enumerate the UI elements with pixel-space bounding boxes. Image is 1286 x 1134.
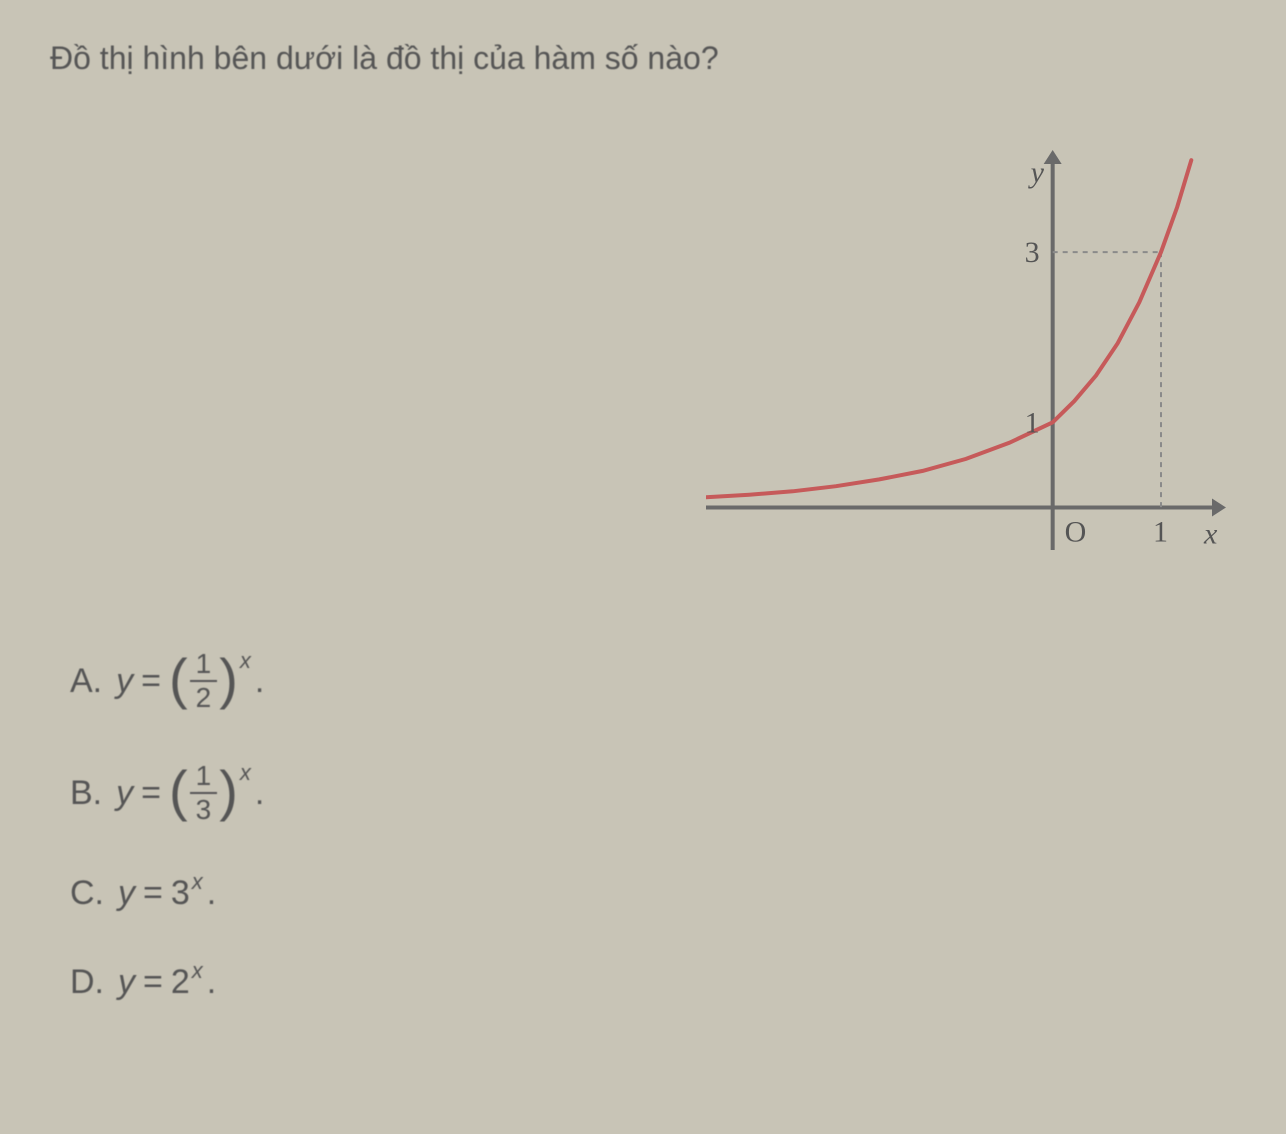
- option-b-trail: .: [255, 774, 264, 813]
- option-a-eq: =: [141, 662, 161, 701]
- page-root: Đồ thị hình bên dưới là đồ thị của hàm s…: [0, 0, 1286, 1134]
- option-b-fraction: 1 3: [190, 762, 218, 824]
- option-b-var: y: [116, 774, 133, 813]
- option-b-letter: B.: [70, 774, 102, 813]
- option-b-body: y = ( 1 3 ) x .: [116, 762, 264, 824]
- svg-text:1: 1: [1153, 515, 1168, 548]
- option-d-trail: .: [207, 963, 216, 1002]
- option-a-fraction: 1 2: [190, 650, 218, 712]
- option-a-body: y = ( 1 2 ) x .: [116, 650, 264, 712]
- paren-right-icon: ): [219, 769, 238, 814]
- paren-left-icon: (: [169, 657, 188, 702]
- option-c-letter: C.: [70, 874, 104, 913]
- paren-left-icon: (: [169, 769, 188, 814]
- option-d-exp: x: [192, 958, 203, 984]
- svg-text:x: x: [1203, 517, 1218, 550]
- option-a-letter: A.: [70, 662, 102, 701]
- option-a-exp: x: [240, 648, 251, 674]
- option-d-base: 2: [171, 963, 190, 1002]
- svg-text:1: 1: [1025, 406, 1040, 439]
- options-list: A. y = ( 1 2 ) x . B. y = ( 1: [70, 650, 264, 1052]
- option-d[interactable]: D. y = 2 x .: [70, 963, 264, 1002]
- paren-right-icon: ): [219, 657, 238, 702]
- option-c[interactable]: C. y = 3 x .: [70, 874, 264, 913]
- option-b-exp: x: [240, 760, 251, 786]
- option-b[interactable]: B. y = ( 1 3 ) x .: [70, 762, 264, 824]
- option-c-base: 3: [171, 874, 190, 913]
- option-d-letter: D.: [70, 963, 104, 1002]
- option-a-num: 1: [190, 650, 218, 682]
- svg-text:y: y: [1028, 156, 1045, 189]
- option-d-body: y = 2 x .: [118, 963, 216, 1002]
- option-a-trail: .: [255, 662, 264, 701]
- option-c-exp: x: [192, 869, 203, 895]
- option-d-var: y: [118, 963, 135, 1002]
- option-c-body: y = 3 x .: [118, 874, 216, 913]
- option-c-trail: .: [207, 874, 216, 913]
- svg-text:3: 3: [1025, 236, 1040, 269]
- option-d-eq: =: [143, 963, 163, 1002]
- option-b-eq: =: [141, 774, 161, 813]
- function-graph: y x 3 1 O 1: [706, 150, 1226, 550]
- option-a-den: 2: [190, 682, 218, 712]
- option-b-den: 3: [190, 794, 218, 824]
- chart-svg: y x 3 1 O 1: [706, 150, 1226, 550]
- option-a[interactable]: A. y = ( 1 2 ) x .: [70, 650, 264, 712]
- svg-text:O: O: [1065, 515, 1087, 548]
- option-c-eq: =: [143, 874, 163, 913]
- question-text: Đồ thị hình bên dưới là đồ thị của hàm s…: [50, 40, 1236, 77]
- option-c-var: y: [118, 874, 135, 913]
- option-a-var: y: [116, 662, 133, 701]
- option-b-num: 1: [190, 762, 218, 794]
